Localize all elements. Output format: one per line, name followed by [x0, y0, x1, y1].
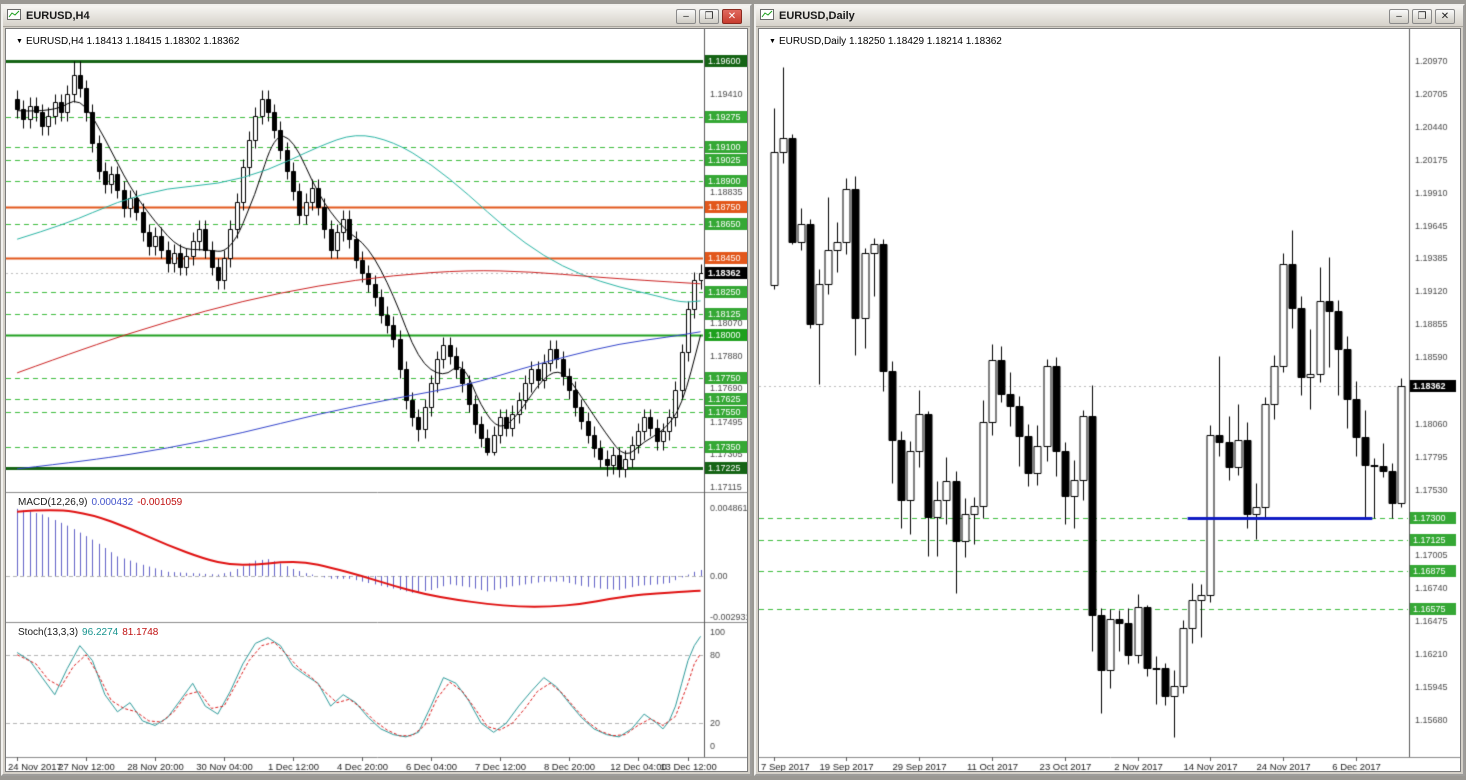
minimize-button[interactable]: –: [1389, 8, 1409, 24]
ohlc-values: EURUSD,H4 1.18413 1.18415 1.18302 1.1836…: [25, 36, 240, 47]
window-title: EURUSD,H4: [26, 10, 90, 22]
titlebar-daily[interactable]: EURUSD,Daily – ❐ ✕: [756, 6, 1463, 27]
ohlc-info-daily: ▼ EURUSD,Daily 1.18250 1.18429 1.18214 1.…: [769, 36, 1002, 47]
titlebar-h4[interactable]: EURUSD,H4 – ❐ ✕: [3, 6, 750, 27]
stoch-indicator-label: Stoch(13,3,3) 96.2274 81.1748: [18, 627, 158, 638]
symbol-dropdown-arrow-icon[interactable]: ▼: [769, 38, 776, 45]
window-controls: – ❐ ✕: [676, 8, 742, 24]
chart-area-h4: ▼ EURUSD,H4 1.18413 1.18415 1.18302 1.183…: [5, 28, 748, 772]
daily-chart-canvas[interactable]: [759, 29, 1460, 771]
stoch-signal-value: 81.1748: [122, 627, 159, 638]
window-title: EURUSD,Daily: [779, 10, 855, 22]
stoch-main-value: 96.2274: [82, 627, 119, 638]
chart-window-daily: EURUSD,Daily – ❐ ✕ ▼ EURUSD,Daily 1.18250…: [754, 4, 1465, 776]
macd-signal-value: -0.001059: [137, 497, 183, 508]
chart-area-daily: ▼ EURUSD,Daily 1.18250 1.18429 1.18214 1.…: [758, 28, 1461, 772]
ohlc-values: EURUSD,Daily 1.18250 1.18429 1.18214 1.1…: [778, 36, 1002, 47]
window-controls: – ❐ ✕: [1389, 8, 1455, 24]
stoch-name: Stoch(13,3,3): [18, 627, 79, 638]
close-button[interactable]: ✕: [722, 8, 742, 24]
minimize-button[interactable]: –: [676, 8, 696, 24]
macd-name: MACD(12,26,9): [18, 497, 88, 508]
chart-icon: [760, 7, 774, 25]
chart-window-h4: EURUSD,H4 – ❐ ✕ ▼ EURUSD,H4 1.18413 1.184…: [1, 4, 752, 776]
restore-button[interactable]: ❐: [699, 8, 719, 24]
macd-indicator-label: MACD(12,26,9) 0.000432 -0.001059: [18, 497, 182, 508]
chart-icon: [7, 7, 21, 25]
macd-main-value: 0.000432: [91, 497, 134, 508]
symbol-dropdown-arrow-icon[interactable]: ▼: [16, 38, 23, 45]
ohlc-info-h4: ▼ EURUSD,H4 1.18413 1.18415 1.18302 1.183…: [16, 36, 239, 47]
restore-button[interactable]: ❐: [1412, 8, 1432, 24]
h4-chart-canvas[interactable]: [6, 29, 747, 771]
close-button[interactable]: ✕: [1435, 8, 1455, 24]
